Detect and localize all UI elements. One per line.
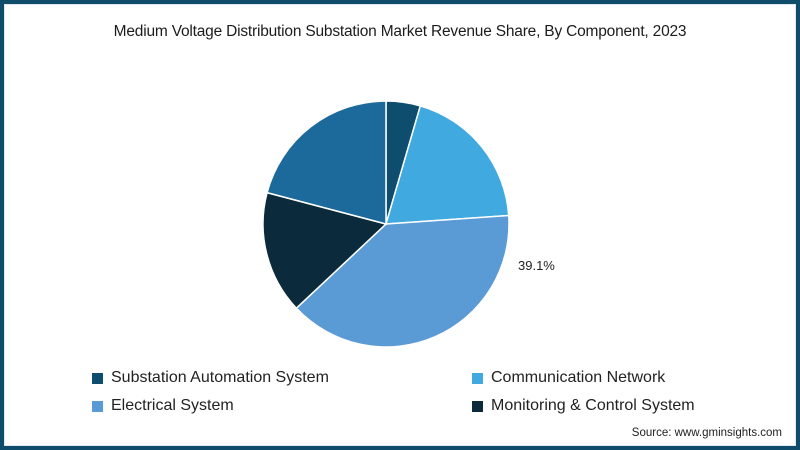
legend-swatch — [92, 400, 103, 412]
legend-item-monitoring-control: Monitoring & Control System — [472, 397, 695, 415]
legend-label: Monitoring & Control System — [491, 397, 695, 414]
pie-slice-electrical-system — [295, 214, 510, 348]
legend-swatch — [472, 372, 483, 384]
legend-swatch — [472, 400, 483, 412]
pie-slice-communication-network — [384, 104, 510, 225]
legend-label: Electrical System — [111, 397, 234, 414]
legend-swatch — [92, 372, 103, 384]
legend-item-electrical-system: Electrical System — [92, 397, 234, 415]
source-credit: Source: www.gminsights.com — [631, 427, 782, 439]
legend-label: Communication Network — [491, 369, 666, 386]
chart-title: Medium Voltage Distribution Substation M… — [113, 23, 687, 40]
electrical-system-percent-label: 39.1% — [518, 258, 555, 273]
legend-item-substation-automation: Substation Automation System — [92, 369, 329, 387]
pie-slices — [262, 100, 510, 348]
legend-item-communication-network: Communication Network — [472, 369, 665, 387]
pie-slice-unlabeled — [266, 100, 387, 225]
pie-slice-monitoring-control-system — [262, 191, 388, 310]
legend-label: Substation Automation System — [111, 369, 329, 386]
